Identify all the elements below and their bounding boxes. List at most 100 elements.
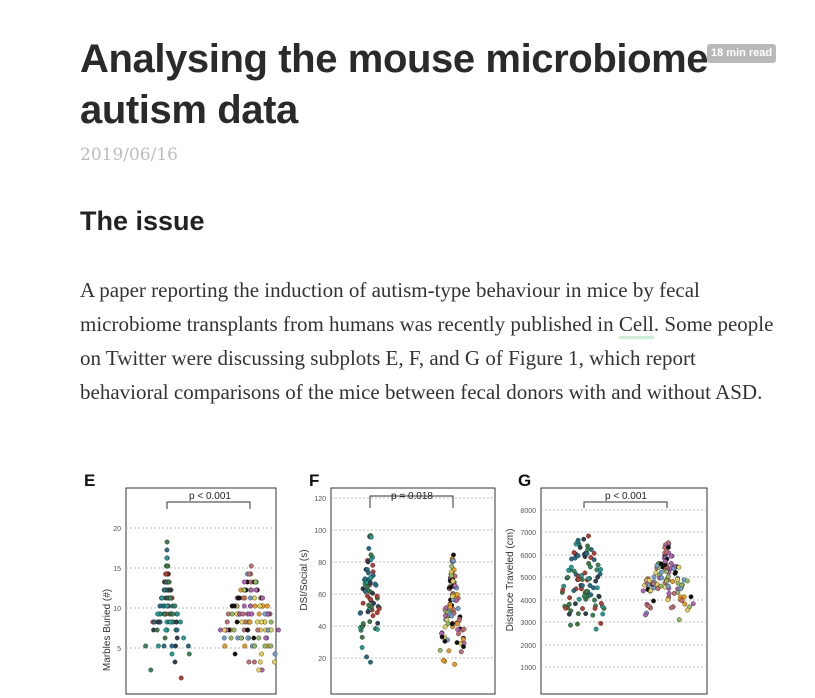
data-point	[590, 612, 596, 618]
panel-g-ylabel: Distance Traveled (cm)	[505, 529, 516, 632]
data-point	[685, 607, 690, 613]
data-point	[668, 561, 674, 566]
data-point	[650, 581, 656, 587]
data-point	[262, 643, 268, 649]
data-point	[251, 659, 257, 665]
data-point	[670, 579, 675, 584]
panel-f-pvalue: p = 0.018	[391, 491, 433, 502]
data-point	[259, 651, 264, 657]
data-point	[595, 562, 601, 568]
data-point	[368, 659, 373, 665]
data-point	[585, 547, 591, 552]
tick-label: 100	[314, 528, 326, 535]
data-point	[174, 627, 180, 633]
data-point	[449, 594, 455, 599]
data-point	[452, 583, 458, 589]
data-point	[241, 603, 247, 609]
data-point	[157, 603, 163, 609]
tick-label: 60	[318, 592, 326, 599]
data-point	[450, 558, 456, 564]
data-point	[222, 643, 228, 649]
data-point	[678, 586, 683, 592]
data-point	[185, 643, 191, 649]
read-time-badge: 18 min read	[707, 44, 777, 63]
data-point	[268, 619, 274, 625]
data-point	[248, 563, 254, 569]
cell-journal-link[interactable]: Cell	[618, 312, 654, 339]
data-point	[173, 619, 179, 625]
data-point	[241, 579, 247, 585]
data-point	[584, 551, 590, 557]
data-point	[591, 550, 597, 556]
panel-e-frame	[125, 487, 277, 695]
data-point	[221, 635, 227, 641]
panel-e: E Marbles Buried (#) 5 10 15 20 p < 0.001	[84, 471, 281, 695]
data-point	[577, 545, 583, 550]
data-point	[581, 536, 587, 542]
data-point	[257, 659, 263, 665]
data-point	[573, 601, 578, 607]
data-point	[165, 563, 171, 569]
data-point	[586, 576, 591, 582]
data-point	[595, 574, 601, 580]
data-point	[461, 626, 467, 632]
data-point	[598, 620, 604, 626]
data-point	[666, 590, 672, 596]
data-point	[655, 586, 661, 592]
data-point	[594, 585, 600, 591]
data-point	[374, 593, 380, 599]
panel-g-bracket	[583, 501, 668, 508]
data-point	[593, 626, 599, 632]
data-point	[668, 553, 674, 559]
data-point	[229, 603, 235, 609]
data-point	[256, 611, 262, 617]
data-point	[248, 603, 254, 609]
section-heading: The issue	[80, 206, 205, 236]
data-point	[676, 564, 682, 570]
data-point	[362, 576, 368, 582]
data-point	[172, 603, 178, 609]
data-point	[368, 552, 374, 558]
data-point	[164, 555, 170, 561]
data-point	[437, 647, 443, 653]
data-point	[163, 571, 169, 577]
data-point	[568, 564, 574, 570]
data-point	[253, 587, 259, 593]
data-point	[367, 619, 373, 625]
panel-f: F DSI/Social (s) 20 40 60 80 100 120 p = 0.01…	[299, 471, 496, 695]
data-point	[244, 627, 250, 633]
data-point	[259, 619, 264, 625]
data-point	[666, 574, 671, 579]
data-point	[684, 578, 690, 584]
data-point	[172, 659, 178, 665]
data-point	[442, 624, 448, 630]
tick-label: 20	[113, 526, 121, 533]
data-point	[166, 579, 172, 585]
data-point	[566, 601, 572, 607]
data-point	[245, 635, 251, 641]
data-point	[225, 611, 231, 617]
data-point	[246, 571, 252, 577]
data-point	[155, 611, 161, 617]
panel-f-ylabel: DSI/Social (s)	[299, 549, 310, 610]
data-point	[445, 621, 451, 626]
data-point	[571, 550, 577, 556]
data-point	[563, 605, 568, 611]
data-point	[167, 587, 172, 593]
data-point	[365, 584, 370, 590]
data-point	[592, 605, 598, 611]
data-point	[663, 559, 668, 564]
data-point	[174, 635, 180, 641]
data-point	[222, 627, 228, 633]
data-point	[359, 634, 365, 640]
data-point	[455, 621, 460, 627]
data-point	[181, 635, 187, 641]
data-point	[235, 595, 241, 601]
data-point	[665, 583, 671, 589]
data-point	[690, 601, 696, 607]
data-point	[581, 593, 587, 599]
data-point	[155, 643, 161, 649]
data-point	[566, 611, 572, 617]
figure-1-panels: E Marbles Buried (#) 5 10 15 20 p < 0.001 F…	[0, 462, 815, 698]
data-point	[560, 587, 566, 593]
